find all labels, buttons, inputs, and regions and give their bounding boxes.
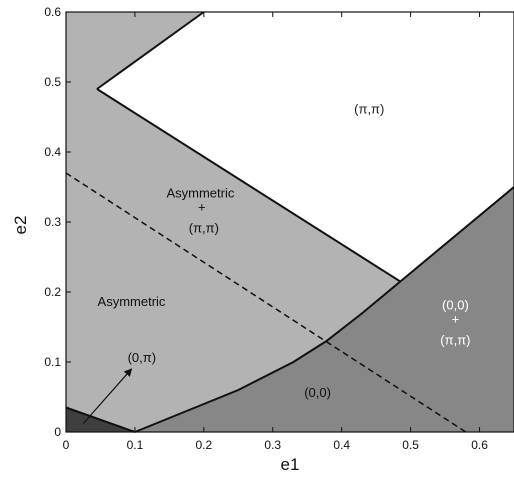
boundary-pi-pi-upper bbox=[96, 11, 205, 90]
y-tick-label: 0.6 bbox=[44, 5, 61, 19]
y-axis-label: e2 bbox=[11, 216, 30, 235]
boundary-layer bbox=[65, 11, 514, 433]
boundary-pi-pi-lower bbox=[96, 88, 401, 283]
label-zero-pi: (0,π) bbox=[128, 350, 156, 365]
x-tick-label: 0.5 bbox=[402, 438, 419, 452]
label-zero-zero-pi-pi-line1: (0,0) bbox=[442, 298, 469, 313]
region-layer bbox=[66, 12, 514, 432]
y-tick-label: 0.4 bbox=[44, 145, 61, 159]
axes-layer: 0 0.1 0.2 0.3 0.4 0.5 0.6 0 0.1 0.2 0.3 0.4 0.5 0.6 bbox=[44, 5, 514, 452]
label-zero-zero-pi-pi-line3: (π,π) bbox=[440, 333, 470, 348]
boundary-zero-zero bbox=[134, 186, 514, 433]
region-pi-pi bbox=[97, 12, 514, 282]
y-tick-label: 0.1 bbox=[44, 355, 61, 369]
boundary-zero-pi bbox=[65, 406, 136, 433]
x-tick-label: 0 bbox=[63, 438, 70, 452]
x-axis-label: e1 bbox=[281, 455, 300, 474]
label-asymmetric-pi-pi-line3: (π,π) bbox=[189, 221, 219, 236]
region-label-layer: (π,π)Asymmetric+(π,π)Asymmetric(0,π)(0,0… bbox=[82, 102, 471, 424]
x-tick-label: 0.6 bbox=[471, 438, 488, 452]
label-asymmetric-pi-pi-line1: Asymmetric bbox=[166, 186, 234, 201]
label-asymmetric: Asymmetric bbox=[98, 294, 166, 309]
x-tick-label: 0.3 bbox=[264, 438, 281, 452]
label-zero-zero: (0,0) bbox=[304, 385, 331, 400]
annotation-arrow bbox=[82, 368, 133, 424]
label-pi-pi: (π,π) bbox=[354, 102, 384, 117]
y-tick-label: 0.3 bbox=[44, 215, 61, 229]
label-asymmetric-pi-pi-plus: + bbox=[198, 200, 206, 215]
y-tick-label: 0 bbox=[54, 425, 61, 439]
y-tick-label: 0.2 bbox=[44, 285, 61, 299]
region-zero-zero bbox=[134, 187, 514, 432]
x-tick-label: 0.2 bbox=[196, 438, 213, 452]
label-zero-zero-pi-pi-plus: + bbox=[452, 312, 460, 327]
y-tick-label: 0.5 bbox=[44, 75, 61, 89]
x-tick-label: 0.4 bbox=[333, 438, 350, 452]
x-tick-label: 0.1 bbox=[127, 438, 144, 452]
